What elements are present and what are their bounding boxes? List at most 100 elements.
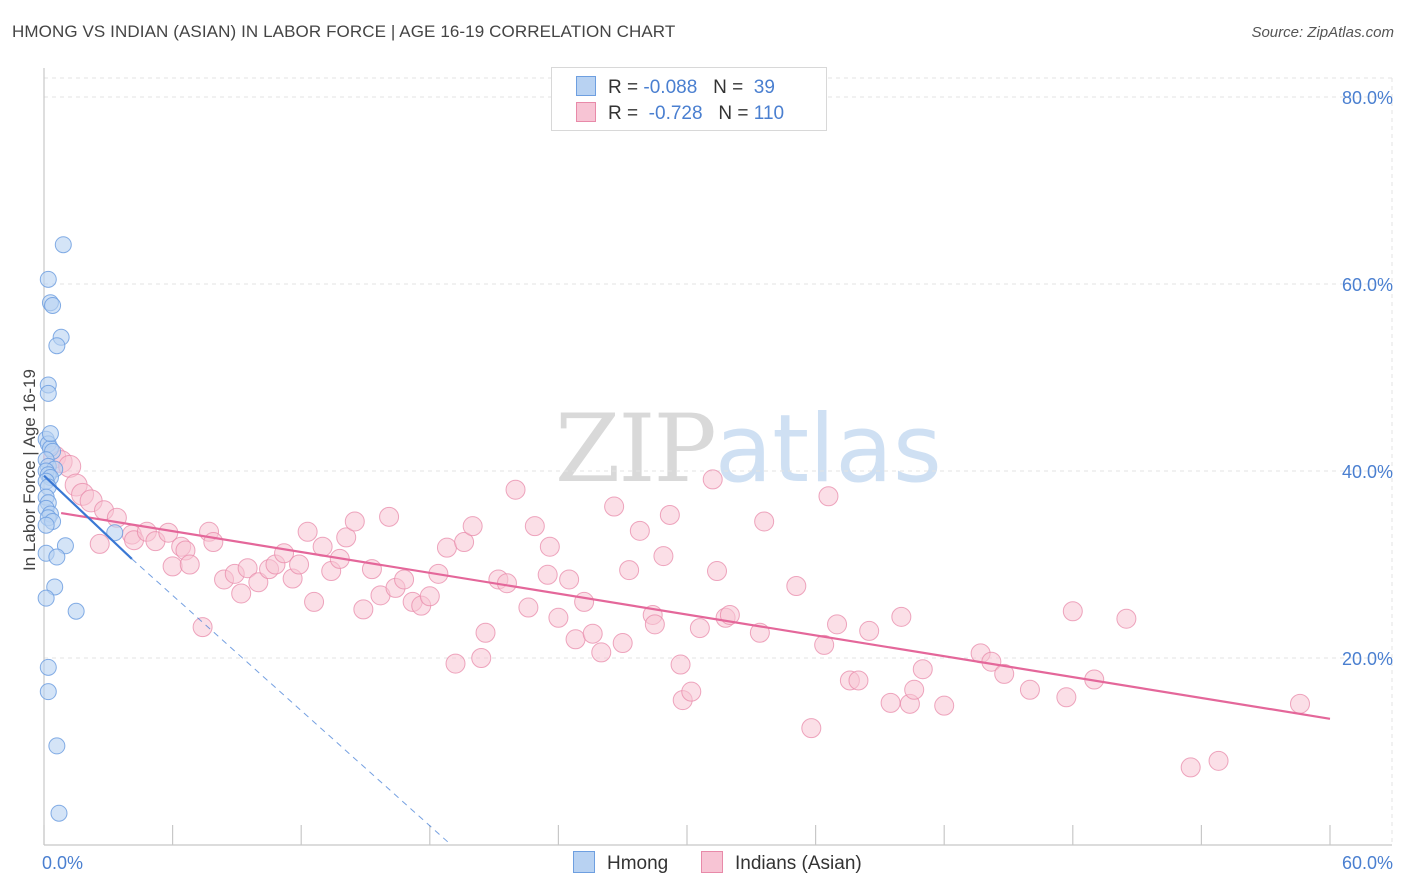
indian-point xyxy=(454,532,475,553)
hmong-point xyxy=(46,578,64,596)
indian-point xyxy=(880,692,901,713)
indian-point xyxy=(565,629,586,650)
indian-point xyxy=(702,469,723,490)
indian-point xyxy=(419,586,440,607)
indian-point xyxy=(629,520,650,541)
indian-point xyxy=(859,620,880,641)
indian-point xyxy=(379,506,400,527)
hmong-point xyxy=(41,425,59,443)
stats-legend: R = -0.088 N = 39 R = -0.728 N = 110 xyxy=(551,67,827,131)
indian-point xyxy=(659,504,680,525)
bottom-legend-hmong: Hmong xyxy=(573,851,668,875)
indian-point xyxy=(681,681,702,702)
indian-legend-swatch xyxy=(701,851,723,873)
hmong-point xyxy=(56,537,74,555)
indian-point xyxy=(786,576,807,597)
indian-point xyxy=(539,536,560,557)
indian-legend-label: Indians (Asian) xyxy=(735,853,862,874)
indian-point xyxy=(436,537,457,558)
indian-point xyxy=(689,618,710,639)
indian-point xyxy=(619,560,640,581)
hmong-point xyxy=(39,658,57,676)
bottom-legend-indian: Indians (Asian) xyxy=(701,851,862,875)
indian-point xyxy=(1056,687,1077,708)
indian-swatch xyxy=(576,102,596,122)
indian-point xyxy=(248,572,269,593)
indian-point xyxy=(818,486,839,507)
hmong-n-label: N = xyxy=(713,77,744,98)
indian-point xyxy=(231,583,252,604)
hmong-point xyxy=(39,270,57,288)
indian-point xyxy=(994,663,1015,684)
indian-point xyxy=(524,516,545,537)
hmong-trend-line xyxy=(43,474,133,560)
indian-points xyxy=(43,445,1310,778)
indian-point xyxy=(801,718,822,739)
indian-point xyxy=(827,614,848,635)
hmong-point xyxy=(39,384,57,402)
indian-point xyxy=(162,556,183,577)
indian-point xyxy=(537,564,558,585)
indian-point xyxy=(1062,601,1083,622)
indian-trend-line xyxy=(60,511,1331,720)
watermark-atlas: atlas xyxy=(714,395,942,504)
indian-point xyxy=(1289,693,1310,714)
y-tick-label: 40.0% xyxy=(1342,462,1393,482)
hmong-point xyxy=(37,589,55,607)
indian-point xyxy=(394,569,415,590)
hmong-trend-extension xyxy=(131,558,452,846)
hmong-point xyxy=(44,297,62,315)
indian-n-label: N = xyxy=(718,103,749,124)
y-tick-label: 20.0% xyxy=(1342,649,1393,669)
x-tick-label-max: 60.0% xyxy=(1342,853,1393,873)
indian-point xyxy=(106,507,127,528)
indian-point xyxy=(891,606,912,627)
indian-point xyxy=(754,511,775,532)
indian-point xyxy=(1180,757,1201,778)
hmong-point xyxy=(48,548,66,566)
hmong-point xyxy=(48,737,66,755)
hmong-point xyxy=(37,516,55,534)
hmong-legend-label: Hmong xyxy=(607,853,669,874)
x-tick-label-min: 0.0% xyxy=(42,853,83,873)
hmong-point xyxy=(106,524,124,542)
indian-point xyxy=(304,591,325,612)
hmong-points xyxy=(37,236,124,822)
indian-point xyxy=(1116,608,1137,629)
indian-point xyxy=(912,659,933,680)
hmong-point xyxy=(50,804,68,822)
indian-point xyxy=(462,516,483,537)
indian-point xyxy=(548,607,569,628)
indian-point xyxy=(445,653,466,674)
indian-r-value: -0.728 xyxy=(648,103,703,124)
indian-point xyxy=(203,532,224,553)
indian-r-label: R = xyxy=(608,103,639,124)
tick-labels: 20.0% 40.0% 60.0% 80.0% 0.0% 60.0% xyxy=(42,88,1393,873)
axes xyxy=(43,68,1392,846)
indian-point xyxy=(848,670,869,691)
indian-point xyxy=(670,654,691,675)
hmong-point xyxy=(54,236,72,254)
indian-point xyxy=(1019,679,1040,700)
y-tick-label: 60.0% xyxy=(1342,275,1393,295)
indian-point xyxy=(475,622,496,643)
hmong-point xyxy=(67,602,85,620)
hmong-n-value: 39 xyxy=(753,77,775,98)
indian-point xyxy=(344,511,365,532)
watermark: ZIPatlas xyxy=(555,395,942,504)
hmong-point xyxy=(48,337,66,355)
hmong-r-value: -0.088 xyxy=(643,77,698,98)
hmong-point xyxy=(39,683,57,701)
indian-point xyxy=(707,561,728,582)
indian-point xyxy=(1208,750,1229,771)
indian-point xyxy=(904,679,925,700)
y-tick-label: 80.0% xyxy=(1342,88,1393,108)
watermark-zip: ZIP xyxy=(555,395,717,504)
indian-point xyxy=(644,614,665,635)
indian-point xyxy=(353,599,374,620)
indian-point xyxy=(289,554,310,575)
indian-n-value: 110 xyxy=(753,103,785,124)
hmong-swatch xyxy=(576,76,596,96)
indian-point xyxy=(192,617,213,638)
